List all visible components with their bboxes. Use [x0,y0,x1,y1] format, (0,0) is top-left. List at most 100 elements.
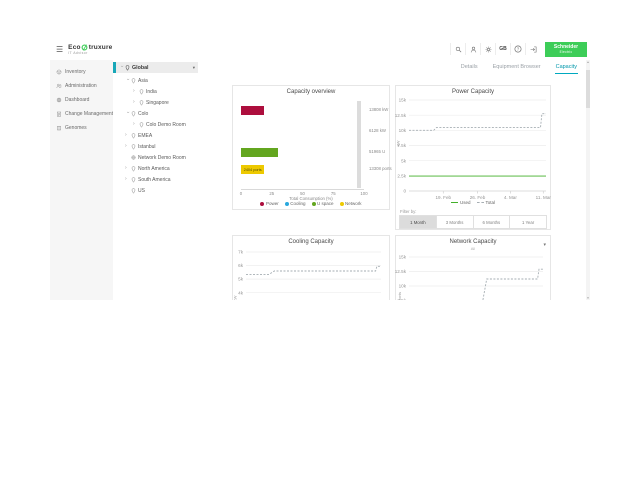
tree-item-label: Asia [138,77,148,84]
logout-button[interactable] [525,43,540,55]
logo-text-eco: Eco [68,43,81,51]
tree-item-label: Colo Demo Room [146,121,186,128]
scroll-up-icon[interactable]: ▴ [587,60,589,64]
legend-item-used: Used [450,200,471,205]
location-tree: › Asia › India › Singapore › Colo › Colo Demo Roo… [113,75,230,196]
search-icon [455,46,461,52]
filter-6-months[interactable]: 6 Months [472,216,510,228]
tab-equipment-browser[interactable]: Equipment Browser [492,64,541,70]
sidebar-item-label: Change Management [65,111,114,117]
chart-dropdown-caret-icon[interactable]: ▾ [543,242,546,248]
tree-item-label: EMEA [138,132,153,139]
location-pin-icon [131,132,136,139]
scrollbar-thumb[interactable] [586,70,590,108]
x-tick-label: 25 [269,191,275,196]
legend-dot [311,201,316,206]
capacity-overview-card: Capacity overview 2404 ports 13808 kW 612… [232,85,392,210]
locale-selector[interactable]: GB [495,43,510,55]
ecostruxure-symbol-icon [81,43,88,51]
filter-3-months[interactable]: 3 Months [435,216,473,228]
filter-1-month[interactable]: 1 Month [400,216,436,228]
tree-item-india[interactable]: › India [113,86,230,97]
tree-item-singapore[interactable]: › Singapore [113,97,230,108]
tree-item-us[interactable]: ›US [113,185,230,196]
tree-item-asia[interactable]: › Asia [113,75,230,86]
chevron-down-icon[interactable]: › [124,111,131,114]
administration-icon [56,83,62,89]
tab-bar: Details Equipment Browser Capacity [460,62,578,74]
top-bar: ☰ Eco truxure IT Advisor [50,38,590,61]
tree-item-colo-demo-room[interactable]: › Colo Demo Room [113,119,230,130]
user-button[interactable] [465,43,480,55]
tab-capacity[interactable]: Capacity [554,62,578,74]
help-button[interactable]: ? [510,43,525,55]
logo-subtitle: IT Advisor [68,50,88,55]
sidebar-item-genomes[interactable]: Genomes [50,124,113,132]
location-pin-icon [131,110,136,117]
location-pin-icon [139,88,144,95]
location-pin-icon [131,176,136,183]
svg-text:26. Feb: 26. Feb [470,195,486,200]
svg-text:15k: 15k [399,255,407,260]
svg-text:6k: 6k [238,263,244,268]
tree-item-label: North America [138,165,170,172]
tree-item-label: Singapore [146,99,169,106]
svg-text:11. Mar: 11. Mar [536,195,552,200]
legend-item-network: Network [339,201,362,206]
inventory-icon [56,69,62,75]
cooling-capacity-card: Cooling Capacity kW 0 1k 2k 3k 4k 5k 6k 7k [232,235,390,300]
vertical-scrollbar[interactable]: ▴ ▾ [586,60,590,300]
dropdown-caret-icon[interactable]: ▾ [192,64,195,70]
sidebar-item-inventory[interactable]: Inventory [50,68,113,76]
chevron-right-icon[interactable]: › [125,176,127,182]
sidebar-item-label: Administration [65,83,97,89]
power-capacity-chart: 0 2.5k 5k 7.5k 10k 12.5k 15k 19. Feb 26. Feb 4. M… [395,98,552,200]
y-axis-label: kW [232,295,238,300]
chart-title: Network Capacity [449,239,497,245]
chevron-down-icon[interactable]: › [124,78,131,81]
chevron-right-icon[interactable]: › [125,165,127,171]
scroll-down-icon[interactable]: ▾ [587,296,589,300]
svg-text:12.5k: 12.5k [395,113,407,118]
tree-item-emea[interactable]: › EMEA [113,130,230,141]
tree-item-south-america[interactable]: › South America [113,174,230,185]
tree-item-north-america[interactable]: › North America [113,163,230,174]
tab-details[interactable]: Details [460,64,478,70]
svg-text:19. Feb: 19. Feb [436,195,452,200]
legend-item-total: Total [476,200,495,205]
chevron-right-icon[interactable]: › [125,143,127,149]
search-button[interactable] [450,43,465,55]
svg-text:10k: 10k [399,128,407,133]
chevron-right-icon[interactable]: › [125,132,127,138]
chevron-right-icon[interactable]: › [133,99,135,105]
capacity-marker [357,101,362,188]
location-pin-icon [131,187,136,194]
sidebar-item-label: Dashboard [65,97,90,103]
x-tick-label: 50 [300,191,305,196]
ecostruxure-logo: Eco truxure IT Advisor [68,44,112,55]
chevron-right-icon[interactable]: › [133,88,135,94]
location-pin-icon [131,77,136,84]
svg-text:2.5k: 2.5k [397,173,406,178]
hamburger-menu-icon[interactable]: ☰ [56,44,64,54]
filter-1-year[interactable]: 1 Year [509,216,546,228]
tree-item-istanbul[interactable]: › Istanbul [113,141,230,152]
chart-title: Capacity overview [286,89,336,95]
location-selector[interactable]: › Global ▾ [113,62,198,73]
filter-by-label: Filter by: [400,209,417,214]
time-filter: 1 Month 3 Months 6 Months 1 Year [399,215,547,229]
schneider-logo-line2: Electric [559,49,573,54]
sidebar-item-dashboard[interactable]: Dashboard [50,96,113,104]
settings-button[interactable] [480,43,495,55]
tree-item-network-demo-room[interactable]: ›Network Demo Room [113,152,230,163]
side-nav: Inventory Administration Dashboard Change M… [50,60,113,300]
capacity-overview-xaxis: 0 25 50 75 100 [240,189,368,196]
sidebar-item-administration[interactable]: Administration [50,82,113,90]
chevron-right-icon[interactable]: › [133,121,135,127]
sidebar-item-change-management[interactable]: Change Management [50,110,113,118]
help-icon: ? [514,45,522,53]
svg-text:12.5k: 12.5k [395,269,407,274]
tree-item-colo[interactable]: › Colo [113,108,230,119]
